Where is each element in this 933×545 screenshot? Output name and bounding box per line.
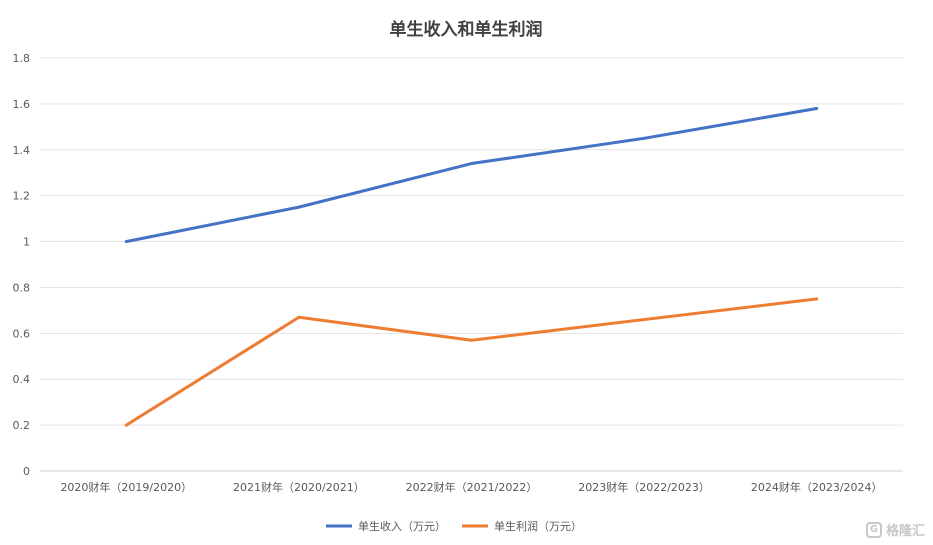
legend: 单生收入（万元） 单生利润（万元） (326, 519, 582, 533)
y-tick-label: 0.4 (13, 373, 31, 386)
watermark: G 格隆汇 (865, 520, 925, 539)
data-point (470, 338, 473, 342)
y-tick-label: 0.6 (13, 327, 31, 340)
data-point (815, 297, 819, 301)
data-point (297, 205, 301, 209)
x-tick-label: 2023财年（2022/2023） (578, 480, 710, 494)
y-tick-label: 1 (23, 236, 30, 249)
data-point (642, 136, 646, 140)
legend-label: 单生收入（万元） (358, 519, 446, 533)
grid-lines (40, 57, 903, 472)
chart-title: 单生收入和单生利润 (390, 19, 543, 40)
data-point (124, 240, 128, 244)
series-line-2 (124, 297, 819, 427)
glh-logo-icon: G (865, 521, 882, 538)
x-axis-ticks: 2020财年（2019/2020） 2021财年（2020/2021） 2022财年… (60, 480, 882, 494)
x-tick-label: 2021财年（2020/2021） (233, 480, 365, 494)
data-point (124, 423, 128, 427)
series-line-1 (124, 106, 819, 244)
series-lines (124, 106, 819, 427)
watermark-text: 格隆汇 (885, 524, 925, 539)
data-point (815, 106, 819, 110)
y-tick-label: 1.4 (13, 144, 31, 157)
y-tick-label: 1.6 (13, 98, 31, 111)
y-tick-label: 1.2 (13, 190, 31, 203)
y-tick-label: 0.2 (13, 419, 31, 432)
x-tick-label: 2020财年（2019/2020） (60, 480, 192, 494)
x-tick-label: 2022财年（2021/2022） (406, 480, 538, 494)
data-point (470, 162, 473, 166)
y-tick-label: 0 (23, 465, 30, 478)
y-tick-label: 1.8 (13, 52, 31, 65)
legend-label: 单生利润（万元） (494, 519, 582, 533)
x-tick-label: 2024财年（2023/2024） (751, 480, 883, 494)
y-tick-label: 0.8 (13, 281, 31, 294)
y-axis-ticks: 0 0.2 0.4 0.6 0.8 1 1.2 1.4 1.6 1.8 (13, 52, 31, 478)
data-point (642, 318, 646, 322)
data-point (297, 315, 301, 319)
